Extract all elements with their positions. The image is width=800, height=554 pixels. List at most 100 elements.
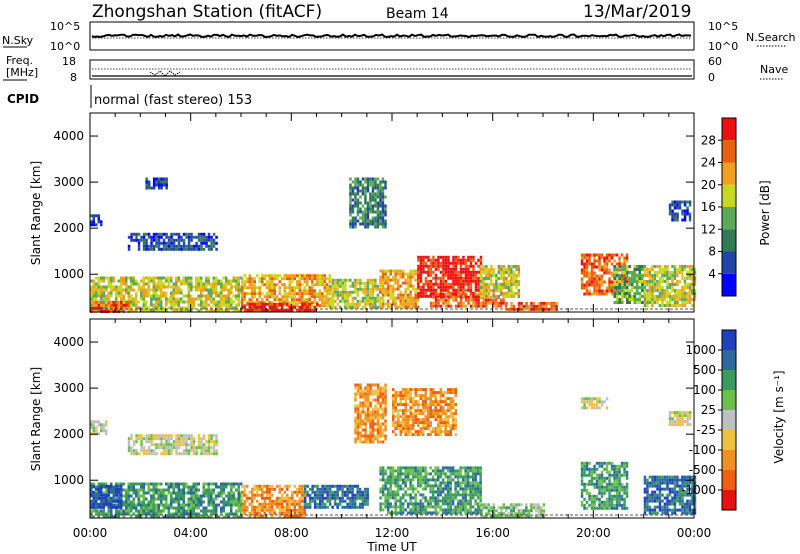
- power-cell: [444, 304, 448, 308]
- velocity-cell: [409, 481, 412, 485]
- power-cell: [477, 276, 480, 280]
- velocity-cell: [142, 500, 145, 504]
- power-cell: [459, 267, 463, 271]
- power-cell: [447, 261, 450, 265]
- power-cell: [366, 180, 370, 184]
- velocity-cell: [117, 487, 120, 491]
- power-cell: [273, 289, 276, 293]
- velocity-cell: [392, 415, 395, 419]
- velocity-cell: [361, 419, 365, 423]
- power-cell: [658, 292, 662, 295]
- velocity-cell: [150, 482, 153, 486]
- power-cell: [261, 283, 264, 287]
- velocity-cell: [311, 490, 314, 494]
- power-cell: [359, 302, 362, 306]
- power-cell: [323, 301, 326, 305]
- power-colorbar-segment: [722, 140, 736, 163]
- velocity-cell: [140, 509, 143, 513]
- power-cell: [656, 301, 659, 304]
- velocity-cell: [392, 430, 395, 434]
- velocity-cell: [212, 446, 216, 450]
- power-cell: [499, 298, 503, 302]
- power-cell: [172, 238, 176, 242]
- power-cell: [477, 285, 480, 289]
- power-cell: [688, 203, 692, 207]
- power-cell: [673, 215, 677, 219]
- power-cell: [429, 301, 433, 305]
- power-cell: [424, 279, 428, 283]
- power-cell: [202, 288, 205, 292]
- power-cell: [251, 280, 254, 284]
- velocity-cell: [364, 413, 367, 417]
- power-cell: [157, 300, 160, 304]
- power-cell: [195, 276, 198, 280]
- velocity-cell: [210, 440, 213, 444]
- velocity-cell: [230, 488, 233, 492]
- power-cell: [686, 292, 689, 295]
- power-cell: [530, 301, 533, 305]
- power-cell: [437, 304, 440, 308]
- velocity-cell: [105, 429, 108, 433]
- power-cell: [510, 301, 513, 305]
- power-cell: [643, 280, 647, 283]
- power-cell: [452, 264, 455, 268]
- power-cell: [276, 305, 279, 309]
- power-cell: [232, 285, 235, 289]
- power-cell: [656, 274, 659, 277]
- power-cell: [376, 186, 380, 190]
- power-cell: [205, 241, 208, 245]
- power-cell: [167, 244, 171, 248]
- power-cell: [376, 222, 380, 226]
- power-cell: [225, 288, 228, 292]
- velocity-cell: [369, 410, 372, 414]
- velocity-cell: [444, 391, 447, 395]
- velocity-cell: [454, 433, 457, 437]
- power-cell: [381, 225, 385, 229]
- power-cell: [374, 305, 377, 309]
- power-cell: [449, 273, 453, 277]
- power-cell: [170, 247, 173, 251]
- velocity-cell: [115, 503, 118, 507]
- power-cell: [182, 294, 185, 298]
- velocity-cell: [381, 416, 385, 420]
- power-cell: [427, 288, 430, 292]
- velocity-cell: [429, 397, 432, 401]
- power-cell: [253, 302, 256, 306]
- power-cell: [686, 271, 689, 274]
- power-cell: [197, 303, 200, 307]
- velocity-cell: [328, 484, 332, 488]
- velocity-cell: [323, 487, 327, 491]
- power-cell: [105, 294, 108, 298]
- power-cell: [414, 302, 417, 306]
- power-cell: [261, 305, 264, 309]
- velocity-cell: [409, 487, 412, 491]
- velocity-cell: [202, 446, 206, 450]
- power-cell: [613, 268, 616, 271]
- velocity-cell: [333, 484, 337, 488]
- power-cell: [414, 272, 417, 276]
- power-cell: [467, 273, 470, 277]
- power-cell: [505, 277, 508, 280]
- velocity-cell: [389, 505, 392, 509]
- power-cell: [344, 281, 347, 285]
- velocity-cell: [303, 487, 307, 491]
- power-cell: [202, 238, 206, 242]
- velocity-cell: [298, 484, 301, 488]
- power-cell: [681, 265, 684, 268]
- power-cell: [192, 244, 196, 248]
- power-cell: [145, 282, 148, 286]
- power-cell: [449, 285, 453, 289]
- velocity-cell: [95, 499, 98, 503]
- power-cell: [354, 216, 357, 220]
- power-cell: [376, 219, 380, 223]
- velocity-cell: [298, 514, 301, 518]
- power-cell: [517, 304, 521, 308]
- power-cell: [207, 282, 210, 286]
- velocity-cell: [429, 400, 432, 404]
- power-cell: [170, 285, 173, 289]
- power-cell: [628, 277, 631, 280]
- power-cell: [351, 219, 355, 223]
- power-cell: [248, 305, 251, 309]
- velocity-cell: [220, 485, 223, 489]
- power-cell: [286, 301, 289, 305]
